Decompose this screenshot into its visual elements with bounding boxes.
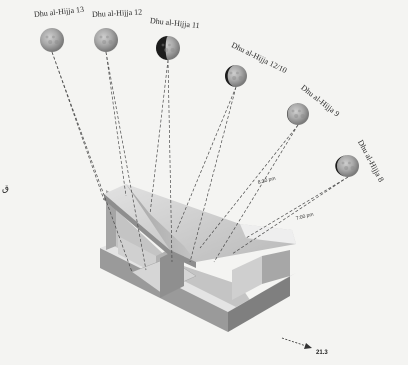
note-paragraph-1 xyxy=(366,4,402,28)
moonlight-rays xyxy=(51,51,349,273)
moon-ray-2-1 xyxy=(105,51,127,197)
moon-ray-1-2 xyxy=(51,51,133,273)
moon-series xyxy=(40,28,359,177)
note-paragraph-2 xyxy=(366,32,402,52)
moon-ray-3-2 xyxy=(167,59,173,263)
side-glyph: ق xyxy=(2,184,9,194)
moon-ray-1-1 xyxy=(51,51,105,201)
moon-1 xyxy=(40,28,64,52)
moon-4 xyxy=(225,65,247,87)
building-wall-right-front xyxy=(228,276,290,332)
bearing-label: 21.3 xyxy=(316,350,328,356)
moon-ray-5-1 xyxy=(199,124,299,249)
moon-3 xyxy=(156,36,180,60)
courtyard-wall-inner xyxy=(118,236,156,274)
moon-ray-4-2 xyxy=(189,86,237,263)
roof-canopy-underside xyxy=(126,184,196,262)
moon-5 xyxy=(287,103,309,125)
moon-2 xyxy=(94,28,118,52)
roof-front-edge xyxy=(104,194,196,268)
moon-6 xyxy=(335,155,359,177)
moon-ray-6-1 xyxy=(231,176,349,255)
room-wall-right xyxy=(232,256,262,300)
moon-ray-5-2 xyxy=(213,124,299,263)
moon-ray-3-1 xyxy=(149,59,169,215)
roof-right-flap xyxy=(240,224,296,244)
moon-ray-4-1 xyxy=(175,86,237,233)
moon-ray-6-2 xyxy=(245,176,349,239)
room-wall-right-2 xyxy=(262,250,290,284)
moon-ray-2-2 xyxy=(105,51,147,271)
building xyxy=(100,184,296,332)
